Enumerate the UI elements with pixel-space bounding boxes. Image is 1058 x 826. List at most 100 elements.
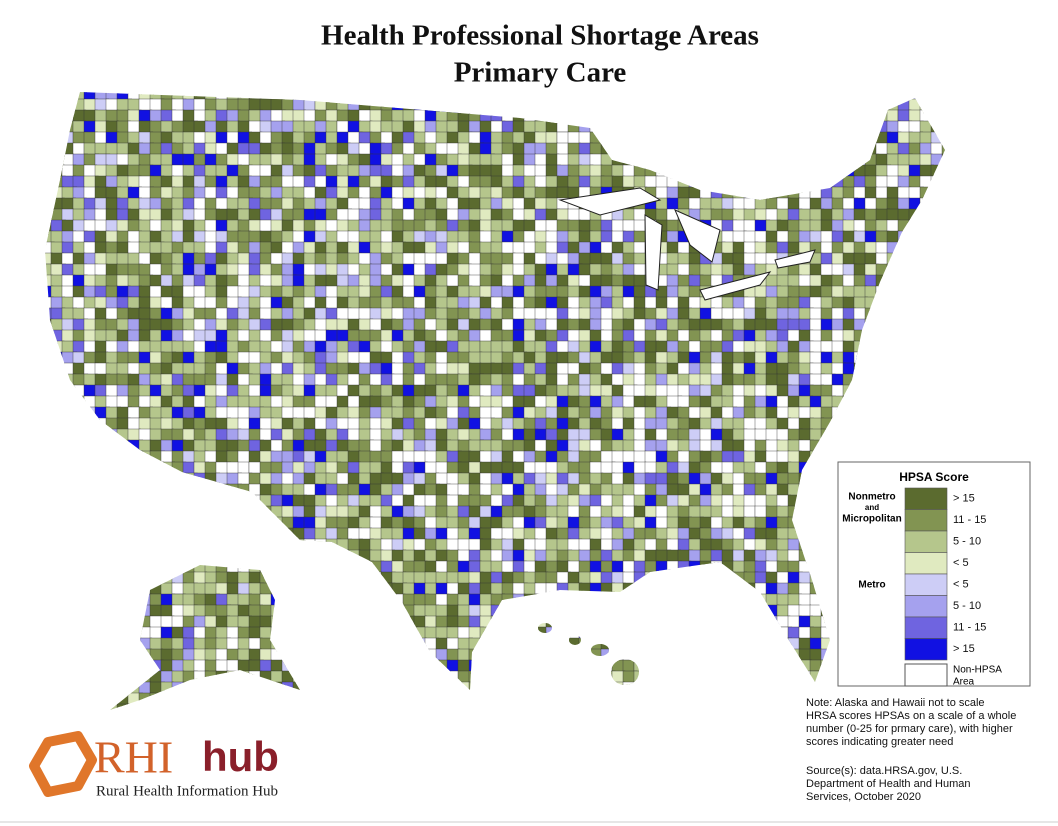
county [688, 164, 702, 178]
county [710, 98, 723, 114]
county [358, 615, 371, 628]
county [160, 681, 174, 697]
county [820, 439, 836, 452]
county [523, 92, 539, 103]
county [512, 593, 526, 606]
county [633, 241, 646, 255]
county [116, 615, 132, 631]
county [919, 439, 934, 453]
county [171, 516, 186, 532]
county [83, 483, 96, 498]
county [292, 703, 306, 710]
county [61, 637, 77, 651]
county [655, 120, 671, 135]
county [666, 648, 680, 661]
county [721, 692, 737, 705]
county [919, 307, 934, 321]
county [193, 494, 209, 508]
county [644, 505, 657, 519]
county [72, 670, 87, 684]
county [710, 340, 723, 354]
county [314, 626, 327, 640]
county [325, 593, 341, 607]
county [732, 483, 746, 497]
county [688, 626, 702, 641]
county [809, 142, 822, 156]
county [699, 692, 715, 706]
county [941, 219, 945, 232]
county [754, 450, 768, 463]
county [127, 505, 140, 518]
county [413, 373, 427, 386]
county [127, 626, 143, 640]
county [776, 164, 791, 179]
county [512, 681, 528, 697]
county [138, 362, 151, 375]
county [149, 560, 162, 576]
county [820, 131, 836, 146]
county [820, 472, 833, 487]
county [435, 560, 448, 574]
county [710, 560, 723, 576]
county [875, 307, 888, 320]
legend-swatch [904, 530, 948, 553]
county [567, 637, 580, 650]
county [116, 516, 132, 532]
county [787, 692, 801, 705]
county [578, 648, 593, 663]
county [677, 681, 693, 694]
county [787, 648, 801, 661]
county [930, 329, 943, 343]
county [666, 120, 681, 134]
county [853, 109, 868, 124]
county [171, 549, 185, 562]
county [105, 681, 118, 694]
county [468, 659, 484, 674]
county [336, 527, 349, 540]
county [644, 703, 661, 710]
county [61, 670, 76, 684]
county [743, 384, 756, 397]
county [831, 230, 845, 243]
county [50, 131, 67, 146]
county [820, 516, 833, 530]
county [666, 615, 682, 630]
county [45, 109, 54, 125]
county [853, 428, 866, 444]
county [347, 681, 364, 698]
county [688, 285, 701, 299]
county [556, 98, 572, 113]
county [72, 593, 87, 609]
county [567, 626, 581, 640]
county [468, 681, 481, 697]
county [259, 516, 272, 530]
county [776, 329, 790, 343]
county [105, 505, 120, 518]
county [325, 571, 340, 584]
county [226, 373, 240, 386]
county [72, 395, 86, 410]
county [754, 131, 767, 146]
county [402, 648, 418, 662]
county [809, 296, 823, 310]
county [523, 692, 538, 705]
county [633, 692, 648, 708]
county [380, 153, 394, 166]
county [545, 373, 558, 386]
county [941, 450, 945, 464]
county [303, 648, 316, 664]
county [281, 670, 294, 683]
county [226, 692, 242, 705]
county [314, 659, 327, 675]
county [369, 483, 383, 496]
county [644, 417, 657, 430]
county [512, 252, 525, 265]
county [820, 538, 837, 551]
county [710, 131, 724, 147]
county [446, 615, 459, 629]
county [600, 340, 614, 354]
county [776, 131, 791, 144]
county [600, 703, 615, 710]
county [798, 483, 813, 498]
county [578, 109, 594, 126]
